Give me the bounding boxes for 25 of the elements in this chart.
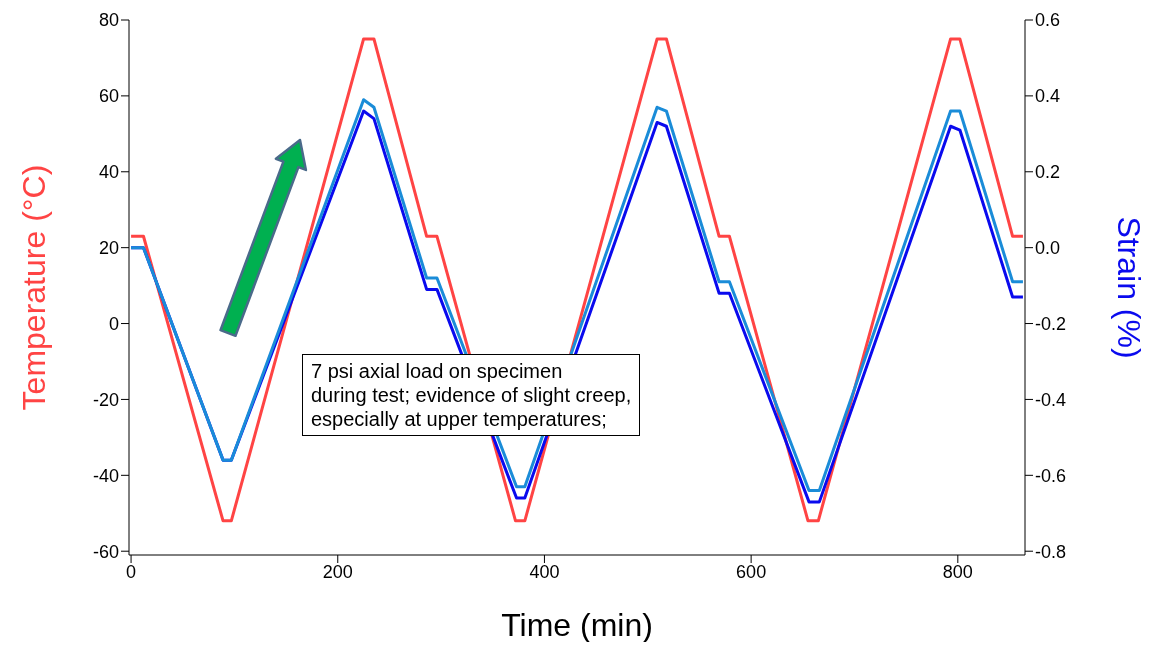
y-tick-label: 60 (98, 86, 119, 107)
y-tick-label: 0 (108, 313, 119, 334)
y-tick-label: 20 (98, 238, 119, 259)
x-tick-label: 600 (736, 561, 767, 582)
y-tick-label: -20 (92, 389, 119, 410)
y2-tick-label: 0.2 (1035, 162, 1061, 183)
x-tick-label: 800 (942, 561, 973, 582)
y2-tick-label: -0.4 (1035, 389, 1067, 410)
y-axis-title: Temperature (°C) (16, 164, 53, 411)
y2-axis-title: Strain (%) (1110, 216, 1147, 359)
x-tick-label: 400 (529, 561, 560, 582)
y2-tick-label: -0.6 (1035, 465, 1067, 486)
y-tick-label: -40 (92, 465, 119, 486)
y-tick-label: 80 (98, 10, 119, 31)
y2-tick-label: 0.4 (1035, 86, 1061, 107)
x-tick-label: 0 (126, 561, 137, 582)
y2-tick-label: -0.2 (1035, 313, 1067, 334)
x-axis-title: Time (min) (501, 607, 653, 643)
x-tick-label: 200 (322, 561, 353, 582)
y2-tick-label: 0.6 (1035, 10, 1061, 31)
y-tick-label: -60 (92, 541, 119, 562)
y2-tick-label: -0.8 (1035, 541, 1067, 562)
annotation: 7 psi axial load on specimen during test; evidence of slight creep, especially at upper temperatures; (302, 354, 641, 436)
y-tick-label: 40 (98, 162, 119, 183)
y2-tick-label: 0.0 (1035, 238, 1061, 259)
